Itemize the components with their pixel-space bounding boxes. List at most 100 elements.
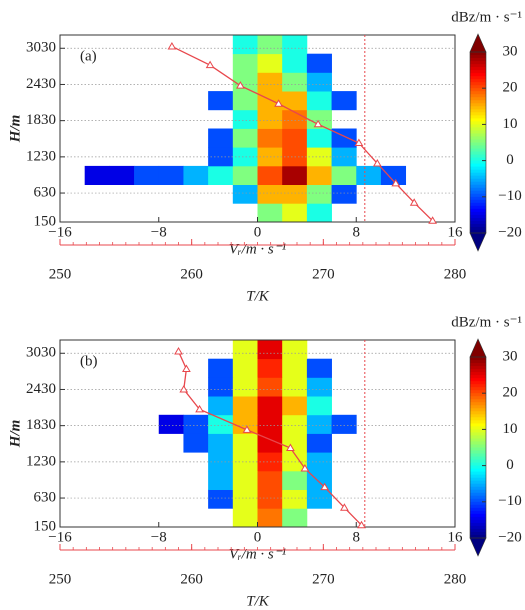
colorbar-step (470, 396, 486, 400)
heatmap-cell (183, 165, 209, 185)
heatmap-cell (232, 414, 258, 434)
colorbar-step (470, 438, 486, 442)
colorbar-step (470, 378, 486, 382)
colorbar-step (470, 58, 486, 62)
colorbar-tick-label: 20 (503, 80, 518, 96)
colorbar-step (470, 88, 486, 92)
heatmap-cell (306, 489, 332, 509)
heatmap-cell (306, 203, 332, 223)
colorbar-step (470, 100, 486, 104)
colorbar-step (470, 489, 486, 494)
colorbar-step (470, 450, 486, 455)
colorbar-step (470, 498, 486, 503)
panel-label: (b) (80, 353, 98, 369)
colorbar-tick-label: 10 (503, 421, 518, 437)
heatmap-cell (331, 184, 357, 204)
heatmap-cell (306, 91, 332, 111)
x-tick-label: 0 (254, 529, 262, 545)
colorbar-step (470, 208, 486, 213)
heatmap-cell (232, 508, 258, 528)
colorbar-step (470, 106, 486, 110)
colorbar-step (470, 486, 486, 491)
colorbar-step (470, 357, 486, 361)
heatmap-cell (306, 72, 332, 92)
colorbar-frame (469, 356, 487, 539)
x2-tick-label: 250 (49, 571, 72, 587)
colorbar-tick-label: 30 (503, 348, 518, 364)
colorbar-step (470, 459, 486, 464)
colorbar-step (470, 148, 486, 153)
heatmap-cell (257, 470, 283, 490)
temperature-line (177, 351, 362, 526)
heatmap-cell (306, 184, 332, 204)
colorbar-label: dBz/m · s⁻¹ (451, 314, 522, 330)
heatmap-cell (208, 91, 234, 111)
temperature-marker (274, 99, 283, 107)
colorbar-step (470, 504, 486, 509)
heatmap-cell (257, 358, 283, 378)
y-tick-label: 1230 (26, 148, 56, 164)
colorbar-step (470, 85, 486, 89)
colorbar-step (470, 360, 486, 364)
colorbar-step (470, 193, 486, 198)
heatmap-cell (232, 377, 258, 397)
colorbar-step (470, 435, 486, 439)
heatmap-cell (306, 128, 332, 148)
colorbar-step (470, 516, 486, 521)
colorbar-step (470, 175, 486, 180)
heatmap-cell (356, 165, 382, 185)
colorbar-step (470, 441, 486, 445)
temperature-marker (354, 138, 364, 146)
y-tick-label: 3030 (26, 40, 56, 56)
heatmap-cell (282, 203, 308, 223)
colorbar-step (470, 169, 486, 174)
heatmap-cell (232, 433, 258, 453)
heatmap-cell (134, 165, 160, 185)
heatmap-cell (232, 91, 258, 111)
x-tick-label: 16 (448, 224, 464, 240)
heatmap-cell (282, 508, 308, 528)
heatmap-cell (257, 184, 283, 204)
heatmap-cell (306, 377, 332, 397)
heatmap-cell (158, 414, 184, 434)
colorbar-step (470, 402, 486, 406)
heatmap-cell (306, 358, 332, 378)
y-tick-label: 3030 (26, 345, 56, 361)
heatmap-cell (331, 128, 357, 148)
colorbar-step (470, 519, 486, 524)
colorbar-tick-label: −20 (498, 224, 521, 240)
heatmap-cell (306, 433, 332, 453)
colorbar-step (470, 363, 486, 367)
heatmap-cell (232, 109, 258, 129)
heatmap-cell (158, 165, 184, 185)
colorbar-step (470, 130, 486, 134)
colorbar-step (470, 447, 486, 452)
colorbar-step (470, 139, 486, 143)
y-axis-label: H/m (7, 115, 23, 144)
colorbar-step (470, 73, 486, 77)
colorbar-step (470, 522, 486, 527)
temperature-marker (391, 178, 401, 187)
colorbar-step (470, 55, 486, 59)
colorbar-step (470, 405, 486, 409)
heatmap-cell (208, 452, 234, 472)
colorbar-step (470, 160, 486, 165)
heatmap-cell (257, 433, 283, 453)
x-tick-label: −16 (48, 224, 72, 240)
heatmap-cell (232, 489, 258, 509)
heatmap-cell (257, 489, 283, 509)
colorbar-tick-label: −10 (498, 493, 521, 509)
colorbar-step (470, 103, 486, 107)
colorbar-step (470, 525, 486, 530)
heatmap-cell (306, 414, 332, 434)
heatmap-cell (232, 452, 258, 472)
x2-tick-label: 270 (312, 571, 335, 587)
colorbar-step (470, 115, 486, 119)
heatmap-cell (306, 396, 332, 416)
x-tick-label: 16 (448, 529, 464, 545)
colorbar-step (470, 205, 486, 210)
colorbar-step (470, 468, 486, 473)
colorbar-step (470, 121, 486, 125)
x2-axis-label: T/K (246, 288, 270, 304)
colorbar-step (470, 220, 486, 225)
